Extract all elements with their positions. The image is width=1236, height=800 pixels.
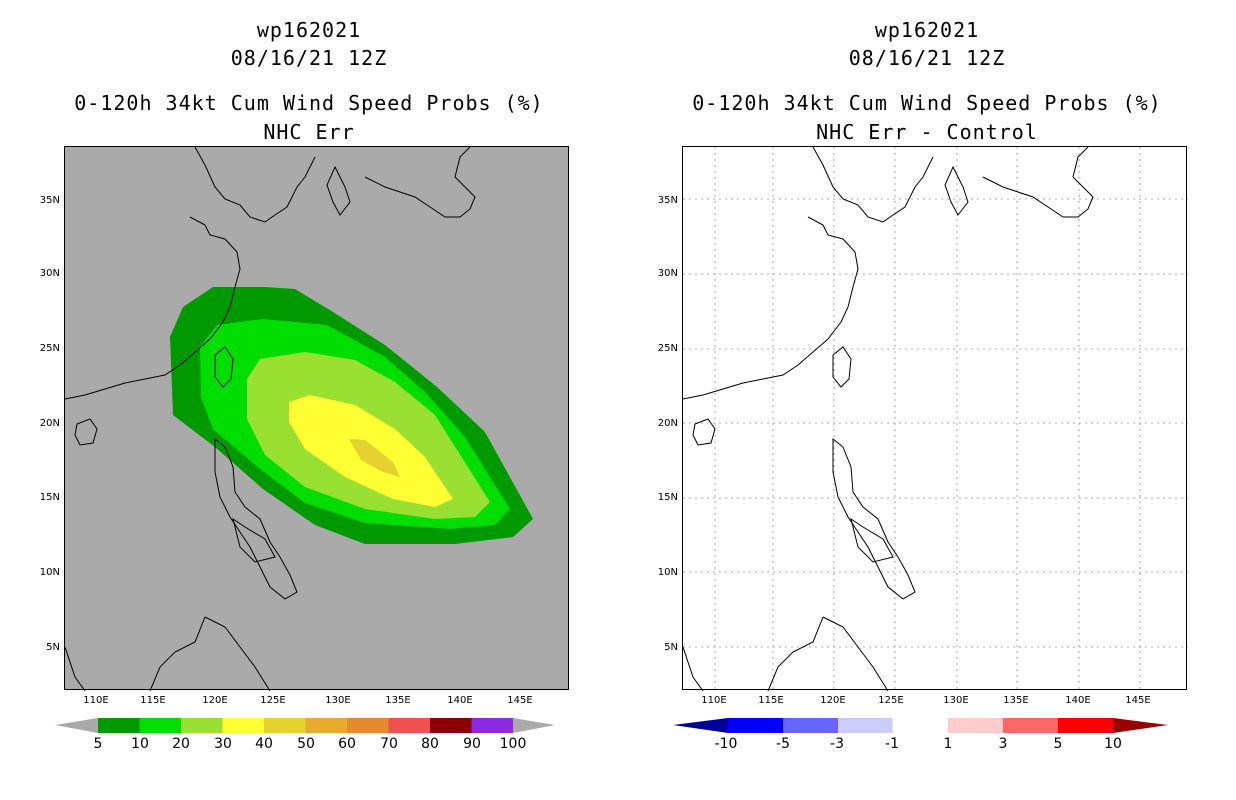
diff-bin-neg1-1 <box>892 717 949 734</box>
cbar-label-30: 30 <box>214 736 232 752</box>
diff-label-neg1: -1 <box>885 736 899 752</box>
lat-label-35-right: 35N <box>657 195 678 206</box>
lat-label-25: 25N <box>39 343 60 354</box>
gridlines <box>683 147 1188 691</box>
lon-label-145-right: 145E <box>1125 695 1151 706</box>
lat-label-30: 30N <box>39 268 60 279</box>
storm-id-right: wp162021 <box>874 18 980 42</box>
diff-label-neg3: -3 <box>830 736 844 752</box>
diff-label-1: 1 <box>943 736 953 752</box>
colorbar-bin-30-40 <box>222 718 264 733</box>
difference-map <box>682 146 1188 691</box>
colorbar-bin-90-100 <box>471 718 513 733</box>
cbar-label-5: 5 <box>93 736 103 752</box>
diff-bin-3-5 <box>1003 718 1058 733</box>
difference-colorbar <box>673 716 1173 740</box>
product-title-right: 0-120h 34kt Cum Wind Speed Probs (%) <box>692 91 1162 115</box>
lat-label-5: 5N <box>46 642 60 653</box>
diff-bin-neg3-neg1 <box>838 718 893 733</box>
lon-label-140-right: 140E <box>1065 695 1091 706</box>
storm-id: wp162021 <box>256 18 362 42</box>
lon-label-115: 115E <box>140 695 166 706</box>
probability-contours <box>170 287 533 544</box>
lat-label-25-right: 25N <box>657 343 678 354</box>
coastlines <box>65 147 476 691</box>
cbar-label-90: 90 <box>463 736 481 752</box>
datetime-right: 08/16/21 12Z <box>848 46 1006 70</box>
panel-cum-wind-probs: wp162021 08/16/21 12Z 0-120h 34kt Cum Wi… <box>39 18 569 752</box>
lon-label-130-right: 130E <box>943 695 969 706</box>
colorbar-over-arrow <box>513 718 555 733</box>
lat-label-35: 35N <box>39 195 60 206</box>
lon-label-145: 145E <box>507 695 533 706</box>
lon-label-110-right: 110E <box>701 695 727 706</box>
diff-bin-1-3 <box>948 718 1003 733</box>
lon-label-125-right: 125E <box>878 695 904 706</box>
lat-label-10-right: 10N <box>657 567 678 578</box>
probability-map <box>64 146 569 691</box>
cbar-label-20: 20 <box>172 736 190 752</box>
diff-under-arrow <box>673 718 728 733</box>
lat-label-15: 15N <box>39 492 60 503</box>
cbar-label-50: 50 <box>297 736 315 752</box>
lon-label-115-right: 115E <box>758 695 784 706</box>
lat-label-15-right: 15N <box>657 492 678 503</box>
diff-label-neg10: -10 <box>714 736 738 752</box>
diff-bin-neg5-neg3 <box>783 718 838 733</box>
diff-label-3: 3 <box>998 736 1008 752</box>
lon-label-130: 130E <box>325 695 351 706</box>
lon-label-135: 135E <box>385 695 411 706</box>
lon-label-135-right: 135E <box>1003 695 1029 706</box>
lat-label-30-right: 30N <box>657 268 678 279</box>
lon-label-140: 140E <box>447 695 473 706</box>
coastlines-right <box>683 147 1094 691</box>
lat-label-20-right: 20N <box>657 418 678 429</box>
colorbar-bin-50-60 <box>305 718 347 733</box>
product-subtitle: NHC Err <box>263 120 355 144</box>
lat-label-10: 10N <box>39 567 60 578</box>
cbar-label-40: 40 <box>255 736 273 752</box>
colorbar-bin-70-80 <box>388 718 430 733</box>
diff-label-10: 10 <box>1104 736 1122 752</box>
diff-bin-neg10-neg5 <box>728 718 783 733</box>
cbar-label-80: 80 <box>421 736 439 752</box>
colorbar-bin-5-10 <box>98 718 140 733</box>
diff-over-arrow <box>1113 718 1168 733</box>
product-subtitle-right: NHC Err - Control <box>816 120 1038 144</box>
probability-colorbar <box>55 716 555 740</box>
diff-label-5: 5 <box>1053 736 1063 752</box>
lon-label-125: 125E <box>260 695 286 706</box>
cbar-label-100: 100 <box>499 736 527 752</box>
cbar-label-70: 70 <box>380 736 398 752</box>
colorbar-bin-80-90 <box>430 718 472 733</box>
panel-difference: wp162021 08/16/21 12Z 0-120h 34kt Cum Wi… <box>618 0 1236 800</box>
colorbar-bin-60-70 <box>347 718 389 733</box>
colorbar-under-arrow <box>55 718 98 733</box>
contour-40 <box>349 439 400 477</box>
diff-label-neg5: -5 <box>776 736 790 752</box>
colorbar-bin-20-30 <box>181 718 223 733</box>
product-title: 0-120h 34kt Cum Wind Speed Probs (%) <box>74 91 544 115</box>
colorbar-bin-40-50 <box>264 718 306 733</box>
cbar-label-60: 60 <box>338 736 356 752</box>
lon-label-110: 110E <box>83 695 109 706</box>
cbar-label-10: 10 <box>131 736 149 752</box>
lon-label-120: 120E <box>202 695 228 706</box>
lat-label-20: 20N <box>39 418 60 429</box>
colorbar-bin-10-20 <box>139 718 181 733</box>
lon-label-120-right: 120E <box>820 695 846 706</box>
lat-label-5-right: 5N <box>664 642 678 653</box>
diff-bin-5-10 <box>1058 718 1113 733</box>
datetime: 08/16/21 12Z <box>230 46 388 70</box>
